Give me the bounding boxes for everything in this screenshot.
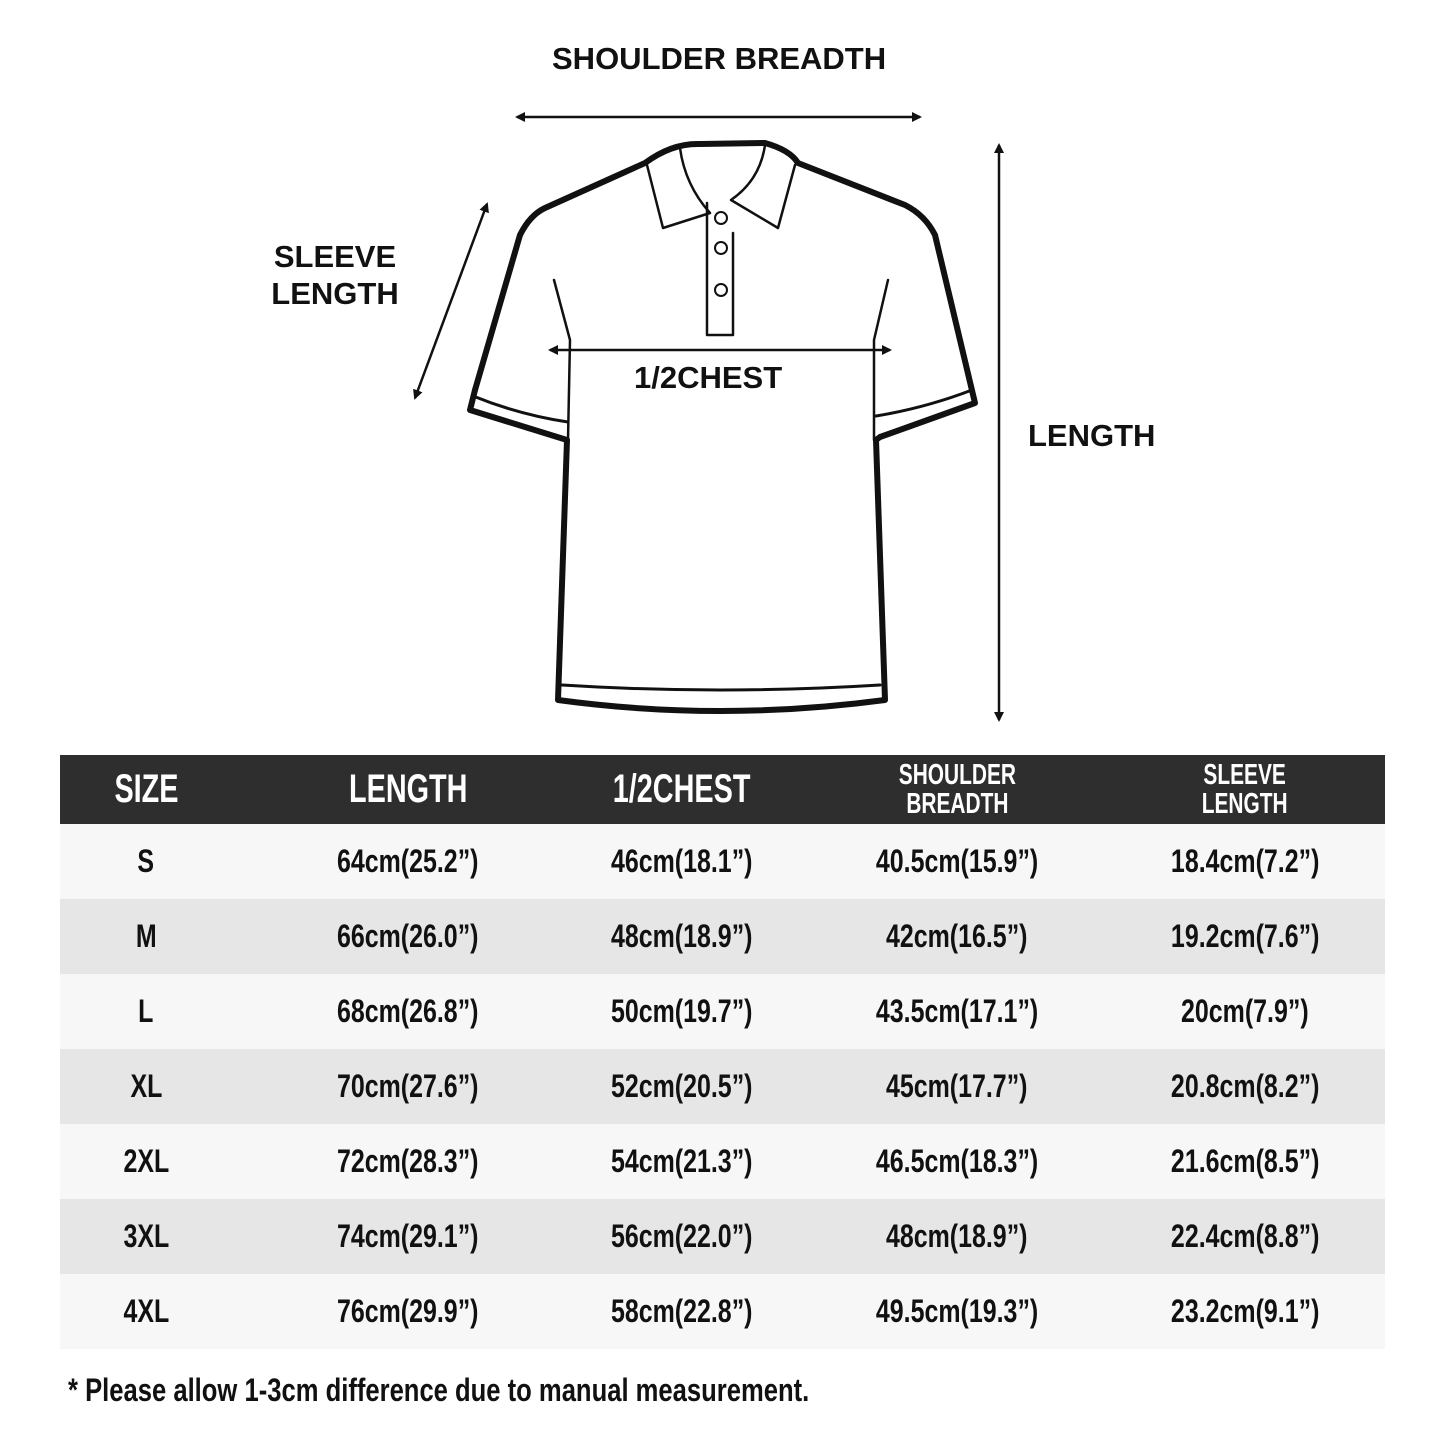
cell-sleeve-length: 22.4cm(8.8”) xyxy=(1170,1218,1320,1254)
header-half-chest: 1/2CHEST xyxy=(613,767,751,811)
cell-sleeve-length: 18.4cm(7.2”) xyxy=(1170,843,1320,879)
footnote: * Please allow 1-3cm difference due to m… xyxy=(68,1372,810,1408)
cell-sleeve-length: 21.6cm(8.5”) xyxy=(1170,1143,1320,1179)
cell-size: L xyxy=(138,993,154,1029)
shoulder-breadth-label: SHOULDER BREADTH xyxy=(552,41,887,76)
cell-half-chest: 48cm(18.9”) xyxy=(611,918,753,954)
hem xyxy=(560,683,882,692)
polo-shirt-diagram xyxy=(413,112,1004,722)
cell-shoulder-breadth: 48cm(18.9”) xyxy=(886,1218,1028,1254)
cell-size: 4XL xyxy=(123,1293,169,1329)
cell-size: 3XL xyxy=(123,1218,169,1254)
cell-half-chest: 50cm(19.7”) xyxy=(611,993,753,1029)
table-header: SIZE LENGTH 1/2CHEST SHOULDER BREADTH SLE… xyxy=(60,755,1385,824)
cell-shoulder-breadth: 40.5cm(15.9”) xyxy=(875,843,1039,879)
cell-shoulder-breadth: 49.5cm(19.3”) xyxy=(875,1293,1039,1329)
half-chest-label: 1/2CHEST xyxy=(634,360,783,395)
cell-length: 66cm(26.0”) xyxy=(337,918,479,954)
cell-half-chest: 58cm(22.8”) xyxy=(611,1293,753,1329)
collar-right xyxy=(729,143,797,230)
header-length: LENGTH xyxy=(348,767,468,811)
cell-length: 64cm(25.2”) xyxy=(337,843,479,879)
cell-length: 74cm(29.1”) xyxy=(337,1218,479,1254)
cell-length: 70cm(27.6”) xyxy=(337,1068,479,1104)
table-row: M 66cm(26.0”) 48cm(18.9”) 42cm(16.5”) 19.2cm… xyxy=(60,899,1385,974)
right-seam xyxy=(872,278,890,442)
cell-half-chest: 46cm(18.1”) xyxy=(611,843,753,879)
right-cuff xyxy=(874,388,974,418)
header-size: SIZE xyxy=(113,767,179,811)
placket xyxy=(705,201,735,337)
sleeve-length-label: SLEEVE LENGTH xyxy=(270,238,400,312)
cell-length: 72cm(28.3”) xyxy=(337,1143,479,1179)
table-row: L 68cm(26.8”) 50cm(19.7”) 43.5cm(17.1”) 20cm… xyxy=(60,974,1385,1049)
left-seam xyxy=(552,278,572,442)
table-row: 3XL 74cm(29.1”) 56cm(22.0”) 48cm(18.9”) 22.4… xyxy=(60,1199,1385,1274)
cell-size: 2XL xyxy=(123,1143,169,1179)
cell-shoulder-breadth: 45cm(17.7”) xyxy=(886,1068,1028,1104)
table-row: XL 70cm(27.6”) 52cm(20.5”) 45cm(17.7”) 20.8c… xyxy=(60,1049,1385,1124)
sleeve-length-arrow xyxy=(413,202,489,400)
cell-sleeve-length: 20cm(7.9”) xyxy=(1181,993,1309,1029)
cell-length: 76cm(29.9”) xyxy=(337,1293,479,1329)
cell-length: 68cm(26.8”) xyxy=(337,993,479,1029)
cell-half-chest: 56cm(22.0”) xyxy=(611,1218,753,1254)
cell-size: M xyxy=(135,918,157,954)
table-row: 4XL 76cm(29.9”) 58cm(22.8”) 49.5cm(19.3”) 23… xyxy=(60,1274,1385,1349)
cell-size: S xyxy=(137,843,155,879)
table-row: 2XL 72cm(28.3”) 54cm(21.3”) 46.5cm(18.3”) 21… xyxy=(60,1124,1385,1199)
button xyxy=(714,211,728,225)
cell-half-chest: 52cm(20.5”) xyxy=(611,1068,753,1104)
cell-size: XL xyxy=(130,1068,162,1104)
cell-half-chest: 54cm(21.3”) xyxy=(611,1143,753,1179)
cell-sleeve-length: 20.8cm(8.2”) xyxy=(1170,1068,1320,1104)
cell-shoulder-breadth: 46.5cm(18.3”) xyxy=(875,1143,1039,1179)
cell-shoulder-breadth: 43.5cm(17.1”) xyxy=(875,993,1039,1029)
cell-shoulder-breadth: 42cm(16.5”) xyxy=(886,918,1028,954)
header-sleeve-length: SLEEVE LENGTH xyxy=(1202,758,1288,820)
collar-left xyxy=(645,146,712,230)
button xyxy=(714,241,728,255)
cell-sleeve-length: 19.2cm(7.6”) xyxy=(1170,918,1320,954)
header-shoulder-breadth: SHOULDER BREADTH xyxy=(898,758,1016,820)
sleeve-length-label-line1: SLEEVE xyxy=(273,239,397,274)
size-chart-table: SIZE LENGTH 1/2CHEST SHOULDER BREADTH SLE… xyxy=(60,755,1385,1349)
length-label: LENGTH xyxy=(1028,418,1156,453)
shirt-outline xyxy=(467,140,978,714)
button xyxy=(714,283,728,297)
sleeve-length-label-line2: LENGTH xyxy=(271,276,399,312)
cell-sleeve-length: 23.2cm(9.1”) xyxy=(1170,1293,1320,1329)
table-row: S 64cm(25.2”) 46cm(18.1”) 40.5cm(15.9”) 18.4… xyxy=(60,824,1385,899)
